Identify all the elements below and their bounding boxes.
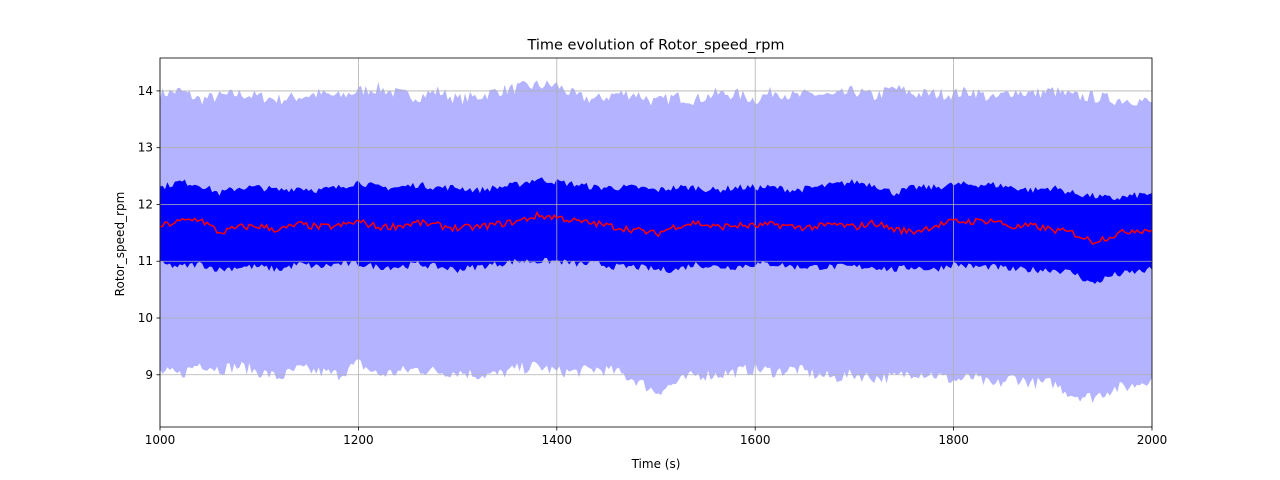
- y-tick-label-14: 14: [138, 84, 153, 98]
- x-tick-label-1200: 1200: [343, 433, 374, 447]
- y-tick-label-9: 9: [145, 368, 153, 382]
- x-axis-title: Time (s): [631, 457, 681, 471]
- y-tick-label-13: 13: [138, 141, 153, 155]
- inner-band-area: [160, 177, 1152, 284]
- plot-area: 1000 1200 1400 1600 1800 2000 9 10 11 12 13 14: [138, 57, 1168, 447]
- y-tick-label-11: 11: [138, 254, 153, 268]
- y-tick-label-12: 12: [138, 197, 153, 211]
- mean-line: [159, 210, 1153, 245]
- x-tick-label-1400: 1400: [542, 433, 573, 447]
- x-tick-label-2000: 2000: [1137, 433, 1168, 447]
- y-tick-label-10: 10: [138, 311, 153, 325]
- x-tick-label-1000: 1000: [145, 433, 176, 447]
- x-tick-label-1800: 1800: [938, 433, 969, 447]
- chart-title: Time evolution of Rotor_speed_rpm: [526, 38, 784, 54]
- x-tick-label-1600: 1600: [740, 433, 771, 447]
- axes-frame: [159, 57, 1153, 428]
- y-axis-title: Rotor_speed_rpm: [113, 192, 127, 297]
